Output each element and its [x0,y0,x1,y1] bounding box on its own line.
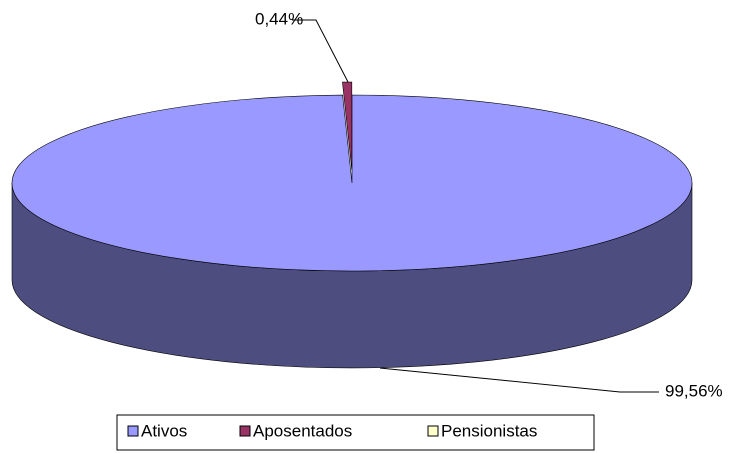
legend: Ativos Aposentados Pensionistas [127,421,537,440]
legend-box [116,414,595,451]
leader-line [292,19,349,83]
legend-swatch [427,425,439,437]
slice [342,81,353,171]
labels: 99,56% 0,44% [255,9,723,400]
legend-swatch [127,425,139,437]
data-label: 99,56% [665,381,723,400]
legend-label: Pensionistas [441,421,537,440]
leader-line [379,367,659,393]
legend-swatch [239,425,251,437]
pie [11,81,693,369]
legend-label: Ativos [141,421,187,440]
data-label: 0,44% [255,9,303,28]
legend-label: Aposentados [253,421,352,440]
slice [11,94,693,272]
